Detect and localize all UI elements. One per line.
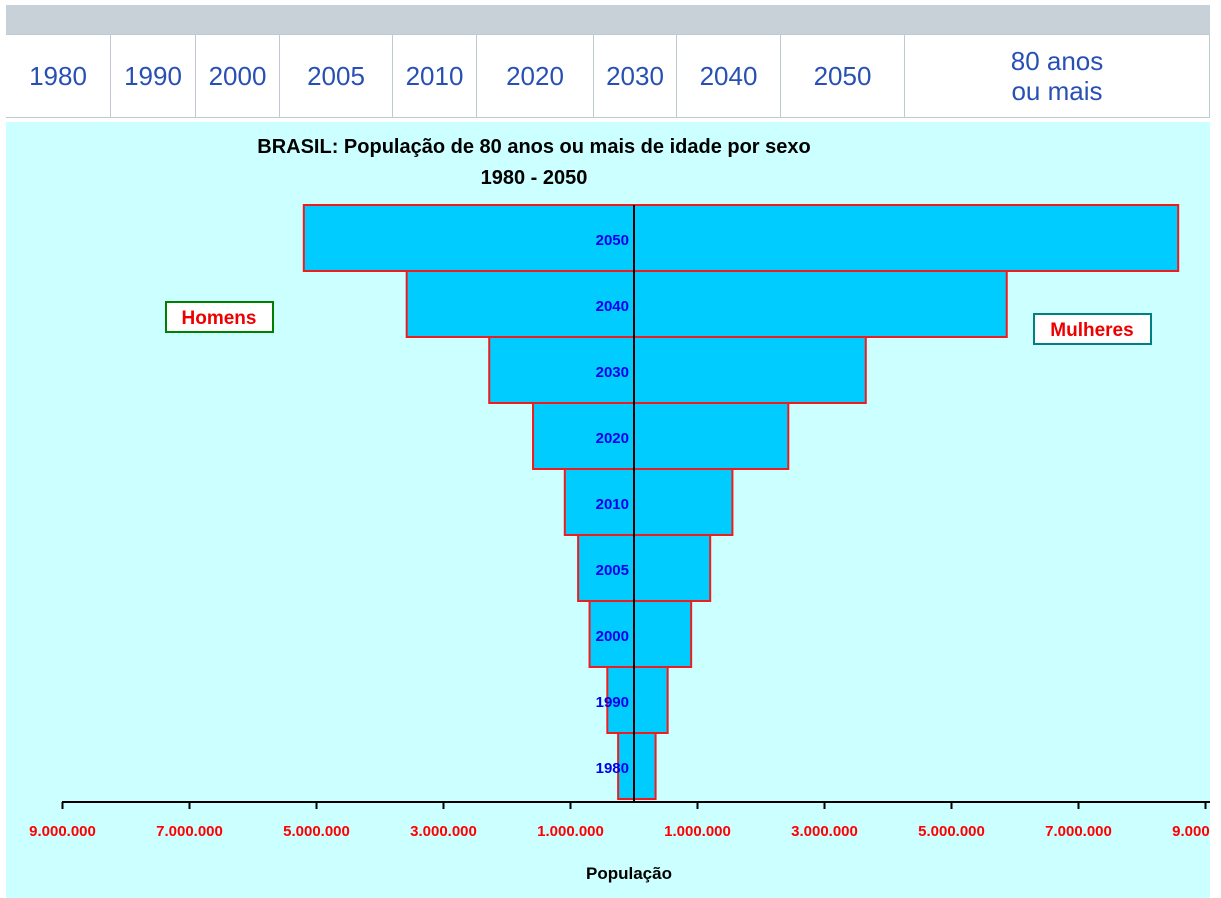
x-tick-label: 9.000.000 — [29, 823, 96, 840]
category-label-2030: 2030 — [596, 364, 629, 381]
chart-area: BRASIL: População de 80 anos ou mais de … — [6, 122, 1210, 898]
tab-80-anos[interactable]: 80 anos ou mais — [904, 35, 1210, 117]
x-tick-label: 5.000.000 — [283, 823, 350, 840]
x-tick-label: 7.000.000 — [1045, 823, 1112, 840]
tab-2020[interactable]: 2020 — [476, 35, 593, 117]
population-pyramid-chart: BRASIL: População de 80 anos ou mais de … — [29, 136, 1210, 883]
category-label-2000: 2000 — [596, 628, 629, 645]
x-tick-label: 1.000.000 — [664, 823, 731, 840]
tab-1990[interactable]: 1990 — [110, 35, 195, 117]
category-label-2005: 2005 — [596, 562, 629, 579]
tab-2050[interactable]: 2050 — [780, 35, 904, 117]
x-tick-label: 3.000.000 — [410, 823, 477, 840]
bar-2040 — [405, 270, 1008, 338]
chart-subtitle: 1980 - 2050 — [481, 167, 588, 189]
year-tabs: 1980 1990 2000 2005 2010 2020 2030 2040 2050 80 a… — [6, 34, 1210, 118]
tab-2000[interactable]: 2000 — [195, 35, 279, 117]
bar-2050 — [302, 204, 1180, 272]
x-tick-label: 3.000.000 — [791, 823, 858, 840]
chart-title: BRASIL: População de 80 anos ou mais de … — [257, 136, 810, 158]
x-tick-label: 5.000.000 — [918, 823, 985, 840]
category-label-2010: 2010 — [596, 496, 629, 513]
category-label-1980: 1980 — [596, 760, 629, 777]
bar-2010 — [563, 468, 734, 536]
tab-2010[interactable]: 2010 — [392, 35, 476, 117]
legend-mulheres-box — [1033, 313, 1152, 345]
bar-2030 — [488, 336, 867, 404]
legend-homens-box — [165, 301, 274, 333]
bar-2005 — [577, 534, 712, 602]
category-label-2040: 2040 — [596, 298, 629, 315]
bar-2020 — [532, 402, 790, 470]
tab-2005[interactable]: 2005 — [279, 35, 392, 117]
category-label-1990: 1990 — [596, 694, 629, 711]
category-label-2020: 2020 — [596, 430, 629, 447]
header-bar — [6, 5, 1210, 34]
x-tick-label: 9.000.000 — [1172, 823, 1210, 840]
category-label-2050: 2050 — [596, 232, 629, 249]
x-tick-label: 7.000.000 — [156, 823, 223, 840]
x-tick-label: 1.000.000 — [537, 823, 604, 840]
bar-1990 — [606, 666, 669, 734]
legend-mulheres: Mulheres — [1050, 320, 1133, 341]
legend-homens: Homens — [182, 308, 257, 329]
bar-2000 — [588, 600, 693, 668]
tab-2040[interactable]: 2040 — [676, 35, 780, 117]
x-axis-label: População — [586, 864, 672, 883]
tab-1980[interactable]: 1980 — [29, 61, 87, 91]
tab-2030[interactable]: 2030 — [593, 35, 676, 117]
